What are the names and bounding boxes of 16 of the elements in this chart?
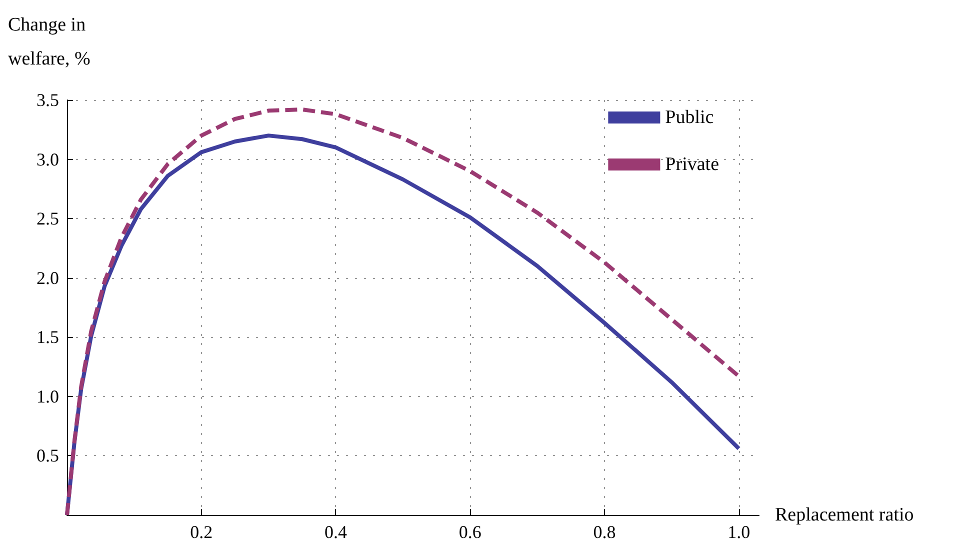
x-tick-label: 1.0 — [728, 522, 750, 542]
y-tick-label: 3.5 — [36, 90, 59, 110]
y-tick-label: 1.0 — [36, 386, 59, 406]
y-tick-label: 3.0 — [36, 149, 59, 170]
y-tick-label: 2.5 — [36, 208, 59, 229]
y-axis-title: Change in welfare, % — [8, 14, 90, 70]
x-tick-label: 0.6 — [458, 522, 482, 542]
y-tick-label: 1.5 — [36, 327, 59, 348]
x-tick-label: 0.8 — [593, 522, 616, 542]
x-axis-title: Replacement ratio — [775, 504, 914, 526]
y-tick-label: 2.0 — [36, 268, 59, 288]
y-tick-label: 0.5 — [36, 446, 59, 466]
x-tick-label: 0.4 — [324, 522, 347, 542]
legend-label: Private — [665, 154, 720, 175]
legend-label: Public — [665, 107, 714, 128]
x-tick-label: 0.2 — [190, 522, 213, 542]
